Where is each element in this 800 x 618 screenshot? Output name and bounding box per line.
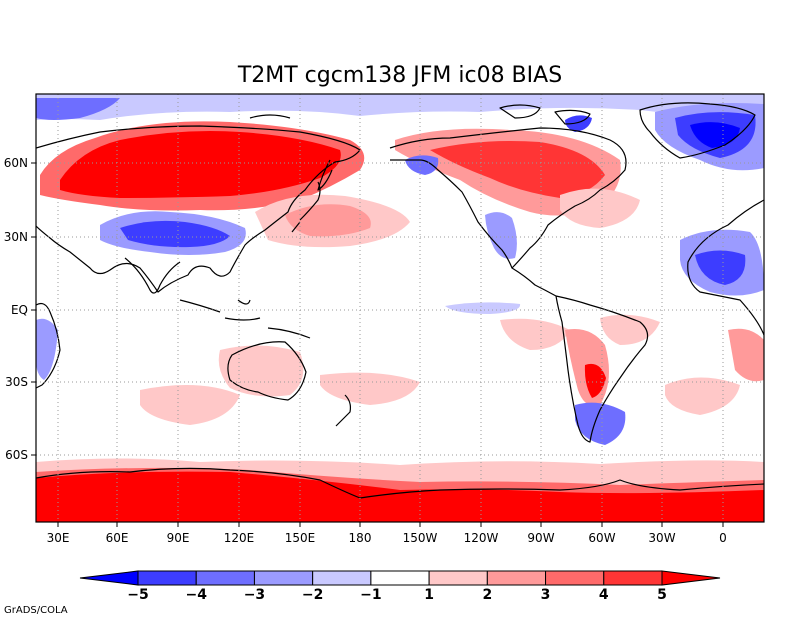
- x-tick-label: 30E: [47, 531, 70, 545]
- coast-new-zealand: [335, 394, 352, 427]
- antarctica-warm-core: [36, 471, 764, 522]
- colorbar-swatch: [195, 570, 255, 586]
- us-west-cold-area: [485, 212, 517, 259]
- coast-arctic-islands: [249, 104, 591, 125]
- coast-australia: [227, 341, 307, 401]
- colorbar-label: 4: [599, 587, 609, 603]
- coast-indonesia: [179, 299, 311, 339]
- australia-warm-area: [218, 345, 304, 397]
- pacific-warm-core: [285, 204, 371, 237]
- coast-greenland: [639, 102, 756, 159]
- coast-africa-west: [687, 199, 764, 336]
- argentina-warm-core: [584, 363, 606, 398]
- y-tick-label: 30S: [5, 375, 28, 389]
- south-pacific-warm-patch: [500, 318, 570, 350]
- x-tick-label: 120W: [464, 531, 499, 545]
- x-tick-label: 180: [349, 531, 372, 545]
- coast-africa: [36, 302, 61, 389]
- colorbar-swatch: [370, 570, 430, 586]
- colorbar-label: −4: [185, 587, 207, 603]
- colorbar-label: 1: [424, 587, 434, 603]
- colorbar-swatch: [486, 570, 547, 586]
- colorbar-label: −5: [127, 587, 148, 603]
- coast-kamchatka: [317, 159, 333, 191]
- y-tick-label: 60N: [4, 156, 28, 170]
- coast-eurasia: [36, 125, 361, 293]
- patagonia-cold-area: [575, 402, 626, 445]
- coast-japan: [291, 181, 321, 233]
- coast-north-america: [389, 127, 627, 269]
- bias-field: [36, 94, 764, 522]
- coastlines: [36, 102, 764, 499]
- map-title: T2MT cgcm138 JFM ic08 BIAS: [237, 63, 562, 88]
- indian-ocean-cold: [36, 318, 58, 380]
- coast-antarctica: [36, 467, 764, 499]
- east-atlantic-warm: [600, 314, 660, 345]
- y-tick-label: 30N: [4, 230, 28, 244]
- graticule: [36, 94, 764, 522]
- north-america-warm-core: [430, 141, 605, 198]
- colorbar-label: 5: [657, 587, 667, 603]
- south-atlantic-warm-patch: [665, 377, 740, 415]
- africa-south-warm: [728, 328, 764, 382]
- east-pacific-cool-strip: [445, 302, 521, 314]
- colorbar-label: −2: [302, 587, 323, 603]
- x-tick-label: 90W: [527, 531, 554, 545]
- x-tick-label: 120E: [224, 531, 255, 545]
- x-tick-labels: 30E 60E 90E 120E 150E 180 150W 120W 90W …: [47, 531, 727, 545]
- arctic-cold-core: [36, 98, 120, 120]
- coast-central-america: [511, 267, 557, 297]
- colorbar-label: −1: [360, 587, 381, 603]
- frame-ticks: [31, 162, 724, 527]
- greenland-coldest: [690, 122, 740, 148]
- x-tick-label: 90E: [167, 531, 190, 545]
- arctic-cool-band: [36, 94, 764, 120]
- colorbar-label: 3: [541, 587, 551, 603]
- colorbar-swatch: [545, 570, 605, 586]
- south-pacific-warm-band: [320, 372, 420, 405]
- south-indian-warm-band: [140, 385, 240, 425]
- colorbar-swatch: [603, 570, 663, 586]
- colorbar-swatch: [137, 570, 197, 586]
- colorbar-label: −3: [244, 587, 265, 603]
- y-tick-label: EQ: [11, 303, 28, 317]
- siberia-warm-core: [60, 131, 341, 198]
- coast-south-america: [555, 295, 649, 443]
- colorbar-swatch: [428, 570, 488, 586]
- colorbar: −5 −4 −3 −2 −1 1 2 3 4 5: [79, 570, 721, 603]
- y-tick-label: 60S: [5, 448, 28, 462]
- colorbar-arrow-high: [661, 570, 721, 586]
- x-tick-label: 150W: [403, 531, 438, 545]
- colorbar-swatch: [253, 570, 314, 586]
- x-tick-label: 30W: [648, 531, 675, 545]
- atlantic-warm-area: [560, 188, 640, 228]
- colorbar-label: 2: [482, 587, 492, 603]
- africa-cold-core: [695, 250, 746, 285]
- colorbar-swatch: [312, 570, 372, 586]
- credit-label: GrADS/COLA: [4, 605, 68, 616]
- y-tick-labels: 60N 30N EQ 30S 60S: [4, 156, 28, 462]
- x-tick-label: 60E: [106, 531, 129, 545]
- tibet-cold-core: [120, 220, 230, 248]
- map-frame: [35, 93, 765, 523]
- coast-india: [124, 257, 181, 294]
- x-tick-label: 0: [719, 531, 727, 545]
- colorbar-arrow-low: [79, 570, 139, 586]
- x-tick-label: 150E: [285, 531, 316, 545]
- x-tick-label: 60W: [588, 531, 615, 545]
